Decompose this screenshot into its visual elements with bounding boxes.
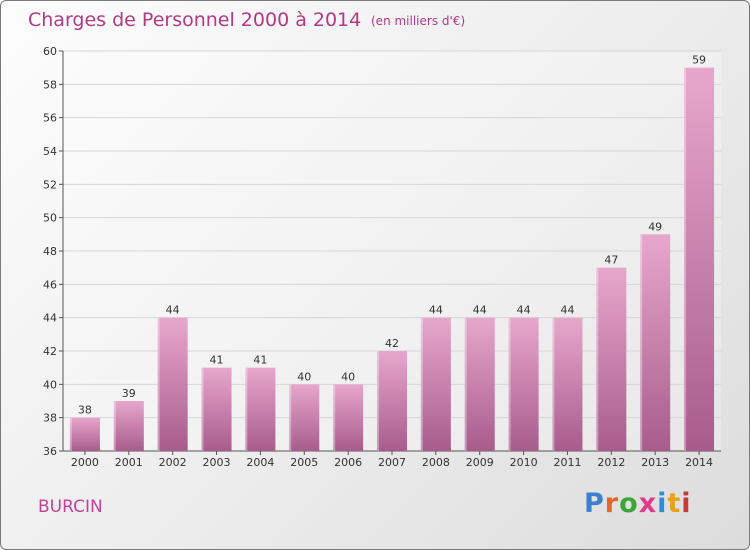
x-tick-label-2003: 2003 — [203, 456, 231, 469]
x-tick-label-2000: 2000 — [71, 456, 99, 469]
bar-2007 — [377, 351, 407, 451]
value-label-2001: 39 — [122, 387, 136, 400]
x-tick-label-2013: 2013 — [641, 456, 669, 469]
bar-highlight — [157, 317, 160, 451]
bar-highlight — [201, 367, 204, 451]
y-tick-label: 58 — [43, 78, 57, 91]
label-layer: 38 39 44 41 41 40 40 42 44 44 44 44 47 49 59 — [78, 54, 706, 417]
commune-name: BURCIN — [38, 497, 103, 517]
logo-letter: i — [657, 488, 668, 519]
logo-letter: i — [681, 488, 692, 519]
bar-2012 — [596, 267, 627, 451]
bar-2013 — [640, 234, 671, 451]
value-label-2011: 44 — [560, 304, 574, 317]
value-label-2013: 49 — [648, 220, 662, 233]
y-tick-label: 44 — [43, 312, 57, 325]
bar-highlight — [377, 351, 379, 451]
value-label-2008: 44 — [429, 304, 443, 317]
x-tick-label-2011: 2011 — [553, 456, 581, 469]
y-tick-label: 60 — [43, 45, 57, 58]
y-tick-label: 46 — [43, 278, 57, 291]
y-tick-label: 48 — [43, 245, 57, 258]
x-tick-label-2008: 2008 — [422, 456, 450, 469]
y-tick-label: 40 — [43, 378, 57, 391]
chart-subtitle: (en milliers d'€) — [371, 14, 466, 28]
bar-2008 — [420, 317, 451, 451]
value-label-2007: 42 — [385, 337, 399, 350]
value-label-2009: 44 — [473, 304, 487, 317]
x-tick-label-2004: 2004 — [246, 456, 274, 469]
bar-2000 — [69, 417, 100, 451]
bar-highlight — [596, 267, 599, 451]
bar-layer — [69, 67, 715, 452]
y-tick-label: 38 — [43, 412, 57, 425]
logo-letter: r — [604, 488, 620, 519]
value-label-2003: 41 — [210, 354, 224, 367]
x-tick-label-2007: 2007 — [378, 456, 406, 469]
bar-2009 — [464, 317, 495, 451]
value-label-2010: 44 — [517, 304, 531, 317]
bar-highlight — [333, 384, 336, 451]
logo-letter: x — [638, 488, 658, 519]
y-tick-label: 36 — [43, 445, 57, 458]
proxiti-logo[interactable]: Proxiti — [584, 488, 692, 519]
y-tick-label: 50 — [43, 212, 57, 225]
value-label-2000: 38 — [78, 404, 92, 417]
x-tick-label-2002: 2002 — [159, 456, 187, 469]
bar-highlight — [464, 317, 467, 451]
axis-layer: 36 38 40 42 44 46 48 50 52 54 56 58 60 2000 2001 2002 20… — [43, 45, 721, 469]
bar-highlight — [289, 384, 292, 451]
bar-highlight — [552, 317, 555, 451]
value-label-2004: 41 — [253, 354, 267, 367]
x-tick-label-2005: 2005 — [290, 456, 318, 469]
bar-2003 — [201, 367, 232, 451]
value-label-2014: 59 — [692, 54, 706, 67]
bar-2006 — [333, 384, 364, 451]
logo-letter: t — [667, 488, 682, 519]
x-tick-label-2006: 2006 — [334, 456, 362, 469]
y-tick-label: 42 — [43, 345, 57, 358]
bar-2001 — [113, 401, 144, 451]
value-label-2006: 40 — [341, 370, 355, 383]
chart-title: Charges de Personnel 2000 à 2014 — [28, 9, 362, 31]
bar-2014 — [684, 67, 715, 452]
y-tick-label: 52 — [43, 178, 57, 191]
bar-2002 — [157, 317, 188, 451]
logo-letter: o — [619, 488, 639, 519]
bar-highlight — [684, 67, 687, 452]
bar-highlight — [420, 317, 423, 451]
bar-2005 — [289, 384, 320, 451]
x-tick-label-2001: 2001 — [115, 456, 143, 469]
bar-2004 — [245, 367, 276, 451]
bar-2010 — [508, 317, 539, 451]
bar-highlight — [508, 317, 511, 451]
bar-2011 — [552, 317, 583, 451]
x-tick-label-2010: 2010 — [510, 456, 538, 469]
x-tick-label-2009: 2009 — [466, 456, 494, 469]
x-tick-label-2014: 2014 — [685, 456, 713, 469]
value-label-2002: 44 — [166, 304, 180, 317]
bar-highlight — [113, 401, 116, 451]
x-tick-label-2012: 2012 — [597, 456, 625, 469]
logo-letter: P — [584, 488, 605, 519]
bar-highlight — [245, 367, 248, 451]
y-tick-label: 56 — [43, 112, 57, 125]
bar-highlight — [69, 417, 72, 451]
value-label-2012: 47 — [604, 254, 618, 267]
value-label-2005: 40 — [297, 370, 311, 383]
bar-highlight — [640, 234, 643, 451]
y-tick-label: 54 — [43, 145, 57, 158]
